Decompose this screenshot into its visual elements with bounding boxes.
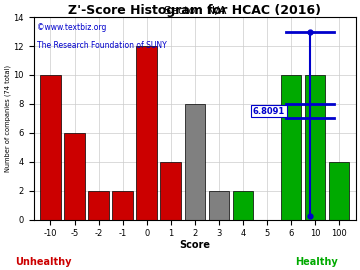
Bar	[88, 191, 109, 220]
Text: 6.8091: 6.8091	[253, 107, 285, 116]
Bar	[40, 75, 61, 220]
Title: Z'-Score Histogram for HCAC (2016): Z'-Score Histogram for HCAC (2016)	[68, 4, 321, 17]
Bar	[208, 191, 229, 220]
Text: Sector: N/A: Sector: N/A	[163, 6, 226, 16]
Bar	[161, 162, 181, 220]
X-axis label: Score: Score	[179, 240, 210, 250]
Bar	[281, 75, 301, 220]
Bar	[185, 104, 205, 220]
Y-axis label: Number of companies (74 total): Number of companies (74 total)	[4, 65, 11, 172]
Bar	[64, 133, 85, 220]
Text: Unhealthy: Unhealthy	[15, 257, 71, 267]
Text: The Research Foundation of SUNY: The Research Foundation of SUNY	[37, 42, 167, 50]
Bar	[233, 191, 253, 220]
Bar	[112, 191, 133, 220]
Bar	[136, 46, 157, 220]
Text: ©www.textbiz.org: ©www.textbiz.org	[37, 23, 106, 32]
Bar	[305, 75, 325, 220]
Text: Healthy: Healthy	[296, 257, 338, 267]
Bar	[329, 162, 349, 220]
